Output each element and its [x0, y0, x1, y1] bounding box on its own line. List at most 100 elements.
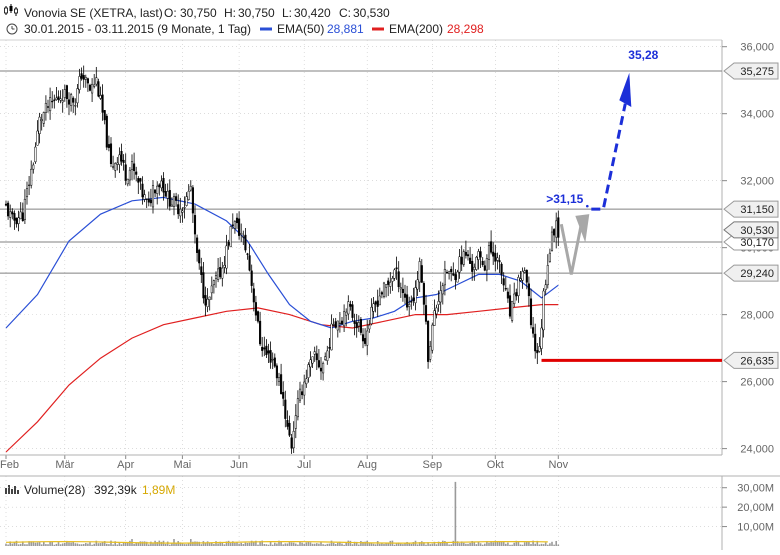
time-axis-label: Jun: [230, 459, 248, 471]
volume-bar: [148, 544, 150, 546]
volume-bar: [70, 542, 72, 546]
candle: [355, 313, 358, 338]
candle: [548, 248, 551, 263]
candle-body: [311, 356, 314, 364]
candle-body: [301, 391, 304, 396]
volume-bar: [219, 541, 221, 546]
candle-body: [517, 277, 520, 296]
candle-body: [7, 202, 10, 217]
candle-body: [128, 169, 131, 181]
volume-bar: [418, 542, 421, 546]
candle: [244, 227, 247, 253]
volume-bar: [425, 544, 427, 546]
clock-icon: [6, 23, 18, 35]
candle: [235, 213, 239, 229]
candle-body: [324, 356, 327, 360]
candle-body: [527, 283, 530, 297]
volume-bar: [192, 541, 194, 546]
ema200-series: [5, 304, 559, 453]
candle: [441, 282, 444, 305]
candle: [330, 314, 333, 351]
candle: [204, 286, 207, 317]
candle-body: [540, 327, 543, 349]
candle-body: [25, 188, 29, 198]
candle-body: [355, 322, 358, 329]
candle-body: [175, 196, 178, 201]
candle-body: [368, 324, 371, 330]
candle: [175, 192, 178, 207]
candle: [322, 361, 325, 381]
candle: [361, 328, 365, 349]
chart-title: Vonovia SE (XETRA, last): [24, 6, 163, 20]
candle-body: [261, 346, 264, 351]
candle-body: [189, 185, 192, 191]
candle: [529, 288, 533, 329]
candle-body: [235, 217, 239, 224]
candle: [59, 90, 62, 104]
candle-body: [70, 94, 73, 106]
volume-bar: [412, 542, 415, 546]
candle: [74, 98, 77, 116]
candle: [240, 223, 243, 242]
volume-bar: [32, 541, 35, 546]
candle: [217, 258, 220, 283]
volume-bar: [450, 544, 452, 546]
candle: [351, 300, 354, 322]
candle: [21, 202, 24, 222]
price-tick-label: 26,000: [740, 377, 774, 389]
volume-bar: [505, 543, 507, 546]
candle: [143, 189, 146, 203]
candle-body: [49, 97, 52, 112]
ema50-line: [5, 196, 559, 329]
volume-bar: [68, 542, 70, 546]
candle: [242, 230, 245, 246]
candle-body: [445, 271, 449, 274]
candle: [63, 84, 66, 102]
candle: [525, 269, 528, 290]
candle-body: [93, 84, 96, 87]
candle: [374, 300, 377, 313]
candle-body: [471, 260, 474, 272]
candle: [357, 315, 360, 332]
volume-bar: [311, 543, 314, 546]
volume-bar: [7, 544, 9, 546]
volume-bar: [227, 540, 230, 546]
volume-bar: [137, 542, 140, 546]
candle-body: [242, 236, 245, 238]
volume-bar: [278, 540, 280, 546]
volume-bar: [141, 541, 144, 546]
candle: [4, 200, 8, 207]
candle: [103, 109, 106, 125]
candle-body: [452, 273, 455, 276]
candle: [46, 99, 50, 113]
volume-tick-label: 10,00M: [737, 522, 774, 534]
candle: [475, 255, 478, 271]
candle: [473, 263, 476, 281]
volume-bar: [313, 543, 316, 546]
volume-bar: [28, 541, 30, 546]
candle: [494, 244, 497, 272]
volume-bar: [326, 543, 329, 546]
candle-body: [525, 269, 528, 283]
candle: [109, 137, 113, 168]
candle-body: [51, 100, 54, 103]
volume-bar: [307, 541, 310, 546]
volume-bar: [66, 540, 68, 546]
volume-icon: [5, 485, 19, 494]
volume-bar: [463, 542, 465, 546]
candle-body: [305, 378, 308, 385]
candle-body: [334, 321, 337, 328]
candle-body: [214, 275, 218, 279]
candle: [298, 381, 302, 404]
candle-body: [168, 190, 171, 207]
volume-bar: [460, 541, 463, 546]
candle-body: [116, 162, 119, 165]
volume-bar: [290, 542, 293, 546]
candle-body: [332, 324, 335, 326]
volume-bar: [248, 542, 251, 546]
candle: [225, 234, 228, 275]
candle: [70, 92, 73, 112]
volume-bar: [185, 544, 188, 546]
candle-body: [382, 282, 386, 297]
